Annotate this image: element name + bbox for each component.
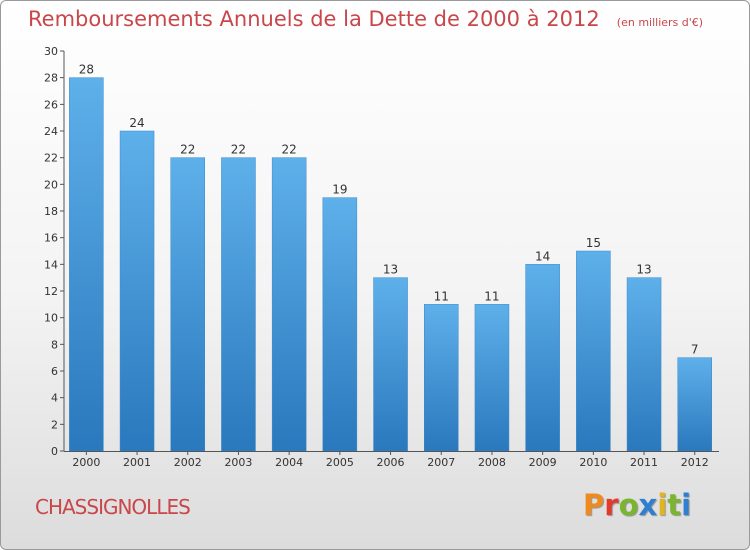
y-tick-label: 18 xyxy=(44,205,58,218)
bar-2008 xyxy=(474,304,510,452)
y-tick-label: 12 xyxy=(44,285,58,298)
bar-2003 xyxy=(221,157,256,452)
chart-unit-label: (en milliers d'€) xyxy=(616,16,704,29)
commune-name: CHASSIGNOLLES xyxy=(35,495,191,519)
value-label-2006: 13 xyxy=(383,263,398,277)
x-tick-label-2009: 2009 xyxy=(529,456,557,469)
value-label-2002: 22 xyxy=(180,143,195,157)
value-label-2004: 22 xyxy=(282,143,297,157)
y-tick-label: 8 xyxy=(51,338,58,351)
x-tick-label-2008: 2008 xyxy=(478,456,506,469)
x-tick-label-2012: 2012 xyxy=(681,456,709,469)
x-tick-label-2011: 2011 xyxy=(630,456,658,469)
x-tick-label-2001: 2001 xyxy=(123,456,151,469)
y-tick-label: 10 xyxy=(44,312,58,325)
x-tick-label-2005: 2005 xyxy=(326,456,354,469)
y-tick-label: 20 xyxy=(44,178,58,191)
value-label-2000: 28 xyxy=(79,63,94,77)
value-label-2010: 15 xyxy=(586,236,601,250)
x-tick-label-2002: 2002 xyxy=(174,456,202,469)
y-tick-label: 14 xyxy=(44,258,58,271)
y-tick-label: 2 xyxy=(51,418,58,431)
x-tick-label-2004: 2004 xyxy=(275,456,303,469)
logo-letter: i xyxy=(657,488,668,522)
y-tick-label: 30 xyxy=(44,45,58,58)
value-label-2001: 24 xyxy=(129,116,144,130)
bar-2010 xyxy=(576,250,611,452)
value-label-2007: 11 xyxy=(434,289,449,303)
value-label-2012: 7 xyxy=(691,343,699,357)
bar-2001 xyxy=(119,130,155,452)
bar-2012 xyxy=(677,357,712,452)
y-tick-label: 16 xyxy=(44,232,58,245)
x-tick-label-2003: 2003 xyxy=(224,456,252,469)
x-tick-label-2006: 2006 xyxy=(377,456,405,469)
y-tick-label: 26 xyxy=(44,98,58,111)
logo-letter: o xyxy=(618,488,639,522)
bar-2002 xyxy=(170,157,205,452)
bars-layer: 28 24 22 22 22 19 13 11 11 14 15 13 7 xyxy=(69,63,712,452)
value-label-2009: 14 xyxy=(535,249,550,263)
bar-2006 xyxy=(373,277,408,452)
y-tick-label: 22 xyxy=(44,152,58,165)
logo-letter: i xyxy=(681,488,692,522)
chart-title: Remboursements Annuels de la Dette de 20… xyxy=(28,7,600,31)
value-label-2003: 22 xyxy=(231,143,246,157)
y-tick-label: 4 xyxy=(51,392,58,405)
chart-header: Remboursements Annuels de la Dette de 20… xyxy=(28,7,703,31)
bar-2007 xyxy=(424,304,459,452)
bar-2000 xyxy=(69,77,104,452)
value-label-2008: 11 xyxy=(484,289,499,303)
y-tick-label: 28 xyxy=(44,72,58,85)
bar-2005 xyxy=(322,197,358,452)
y-tick-label: 24 xyxy=(44,125,58,138)
bar-2011 xyxy=(626,277,662,452)
logo-letter: t xyxy=(667,488,682,522)
bar-2004 xyxy=(271,157,307,452)
value-label-2011: 13 xyxy=(636,263,651,277)
x-tick-label-2000: 2000 xyxy=(72,456,100,469)
logo-letter: P xyxy=(583,488,605,522)
x-tick-label-2007: 2007 xyxy=(427,456,455,469)
logo-letter: x xyxy=(638,488,658,522)
logo-letter: r xyxy=(604,488,619,522)
x-tick-label-2010: 2010 xyxy=(579,456,607,469)
proxiti-logo: Proxiti xyxy=(583,488,691,522)
y-tick-label: 0 xyxy=(51,445,58,458)
value-label-2005: 19 xyxy=(332,183,347,197)
bar-2009 xyxy=(525,264,560,452)
y-tick-label: 6 xyxy=(51,365,58,378)
